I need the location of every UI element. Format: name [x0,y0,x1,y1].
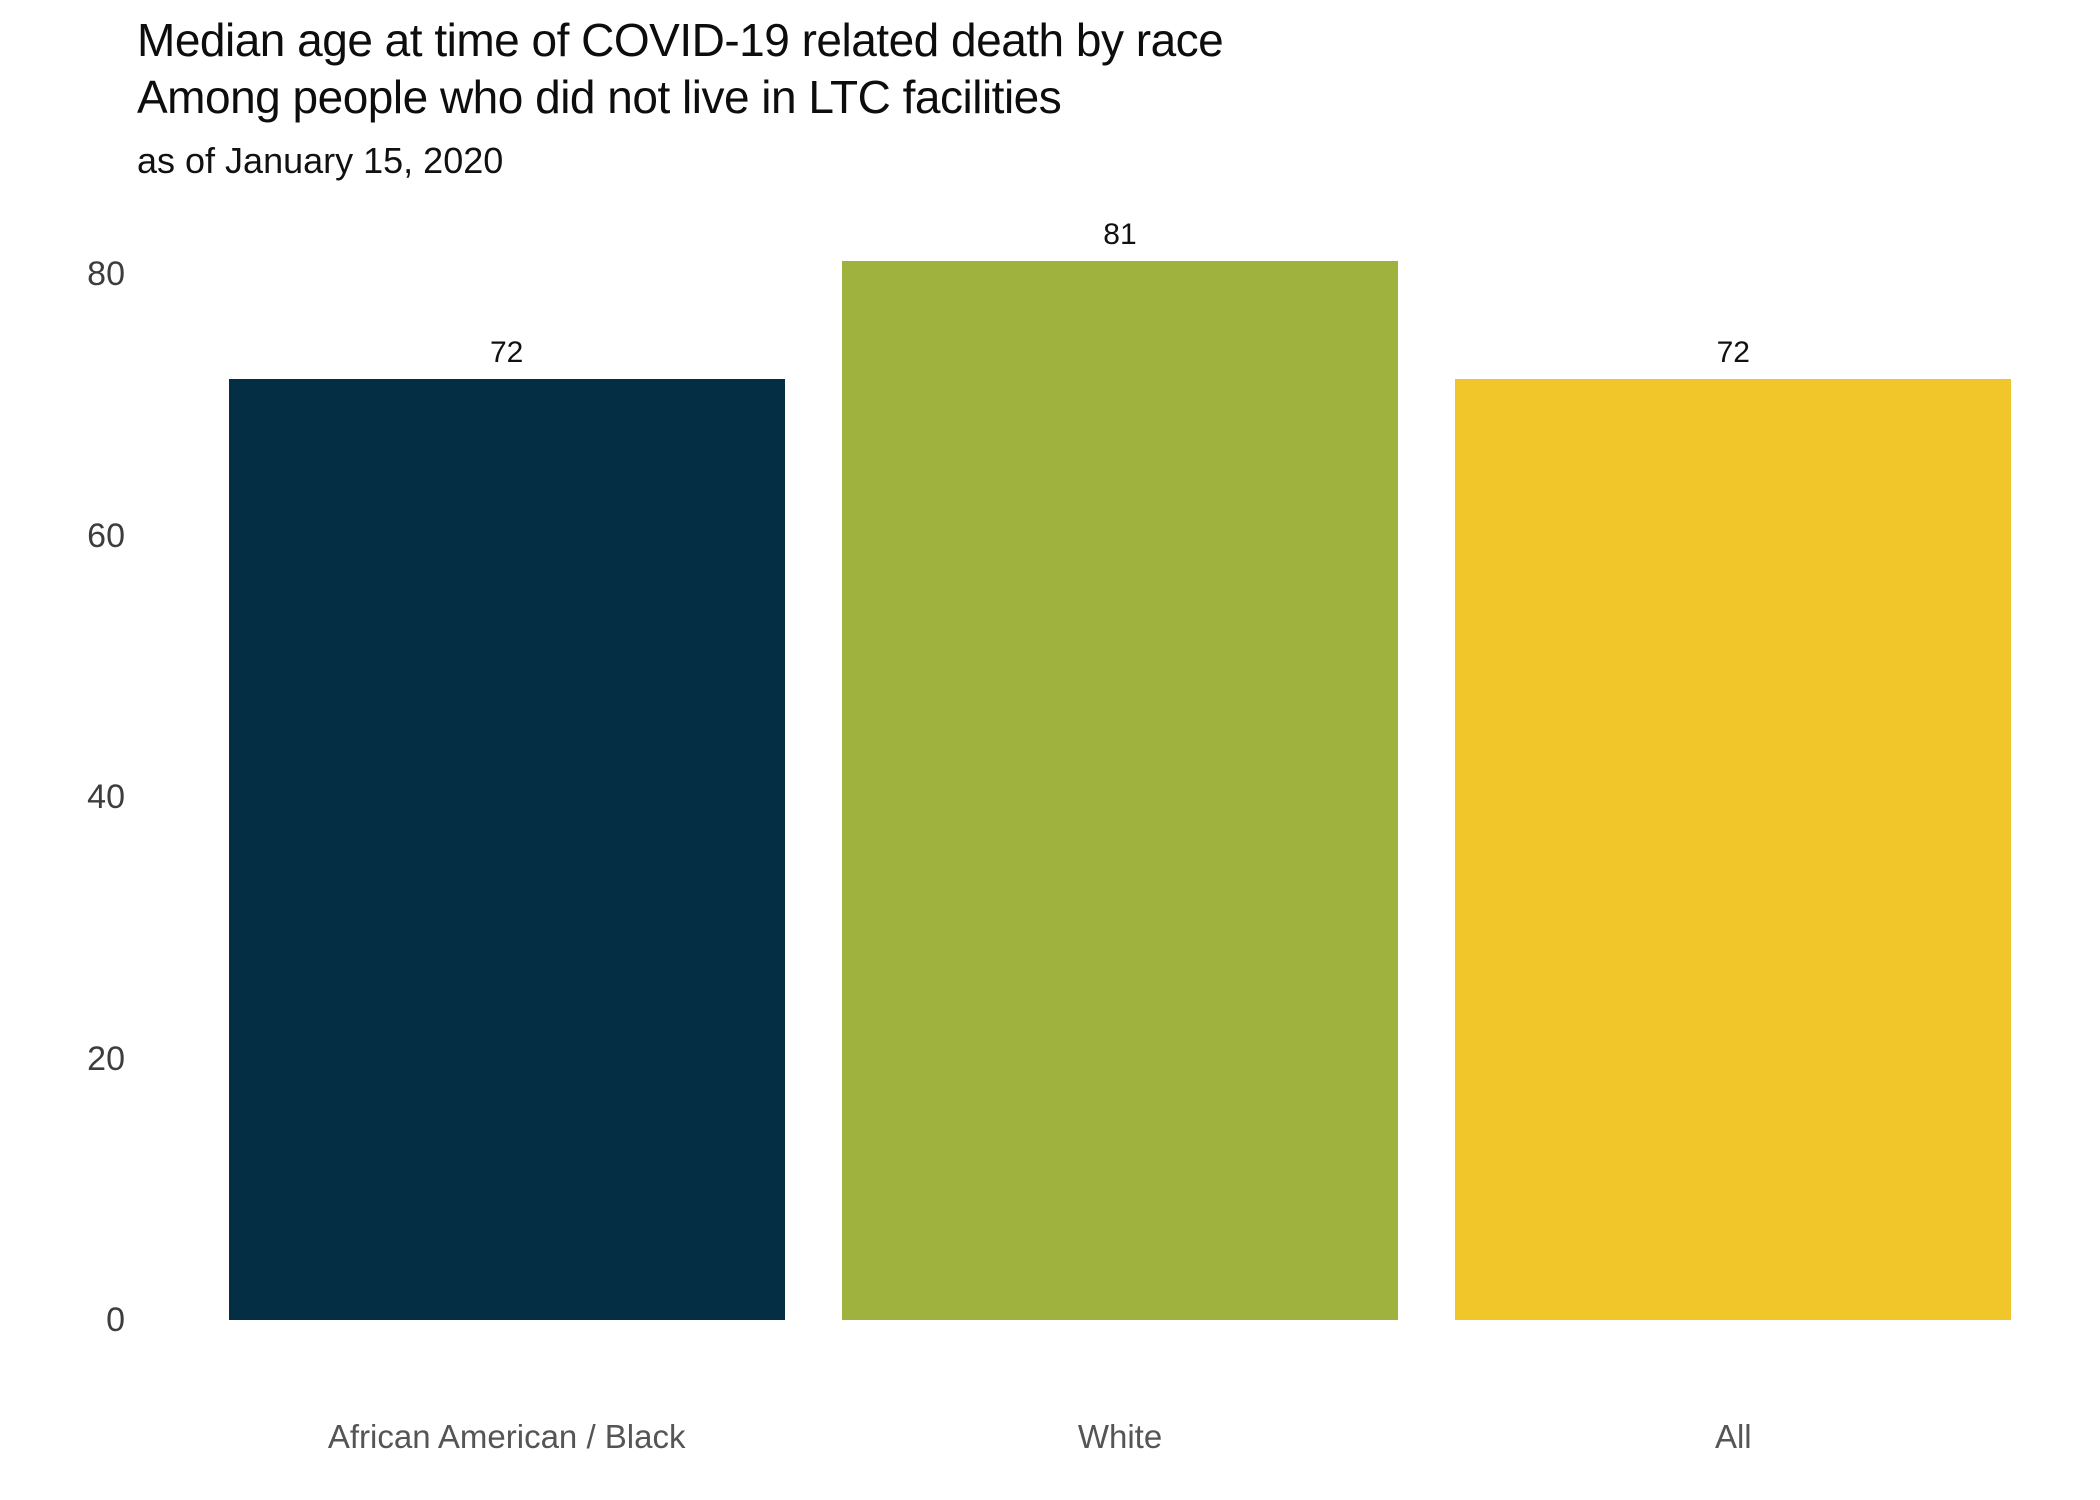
bar-slot-white: 81 [813,218,1426,1320]
chart-title-line-2: Among people who did not live in LTC fac… [137,71,1062,123]
bar-slot-african-american-black: 72 [200,274,813,1320]
y-tick-40: 40 [87,778,125,816]
bar-african-american-black: 72 [228,336,785,1320]
x-axis-label-african-american-black: African American / Black [327,1418,686,1455]
y-tick-80: 80 [87,255,125,293]
bar-value-label-all: 72 [1716,335,1750,369]
y-tick-60: 60 [87,516,125,555]
y-tick-20: 20 [87,1039,125,1078]
bar-white: 81 [841,218,1398,1320]
y-tick-0: 0 [106,1301,125,1339]
chart-title-line-1: Median age at time of COVID-19 related d… [137,14,1224,66]
bar-value-label-white: 81 [1103,217,1137,251]
chart-title: Median age at time of COVID-19 related d… [137,12,1224,126]
bar-value-label-african-american-black: 72 [489,335,524,369]
x-axis-label-white: White [1077,1418,1163,1455]
y-axis: 0 20 40 60 80 [0,255,125,1339]
bar-all: 72 [1455,336,2012,1320]
x-axis-labels: African American / Black White All [200,1418,2040,1456]
x-axis-label-all: All [1714,1418,1752,1455]
plot-area: 72 81 72 [200,218,2040,1320]
bar-slot-all: 72 [1427,274,2040,1320]
chart-subtitle: as of January 15, 2020 [137,140,504,181]
